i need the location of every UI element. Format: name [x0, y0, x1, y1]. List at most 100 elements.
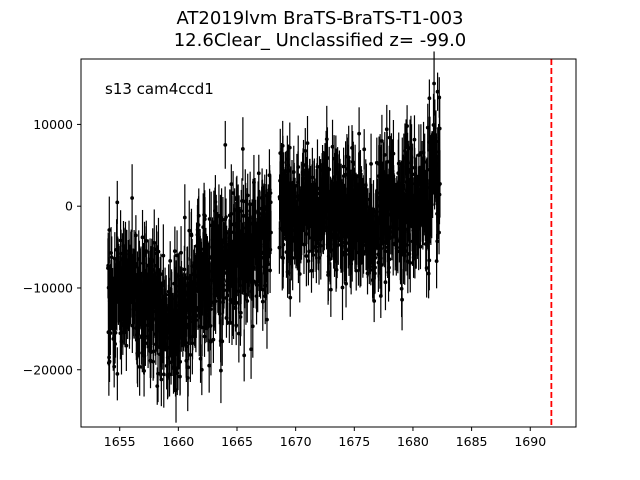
data-point	[380, 139, 384, 143]
x-tick-label: 1685	[456, 434, 488, 449]
data-point	[382, 153, 387, 157]
data-point	[108, 331, 113, 335]
data-point	[437, 230, 441, 235]
data-point	[385, 159, 390, 164]
data-point	[281, 236, 286, 241]
data-point	[236, 331, 241, 336]
data-point	[324, 137, 329, 142]
data-point	[418, 244, 423, 249]
data-point	[159, 272, 163, 277]
data-point	[250, 324, 255, 329]
data-point	[115, 200, 120, 205]
data-point	[435, 239, 440, 244]
data-point	[189, 233, 194, 238]
data-point	[130, 196, 135, 200]
data-point	[372, 299, 377, 303]
data-point	[124, 343, 129, 348]
data-point	[229, 182, 234, 187]
data-point	[400, 297, 404, 302]
data-point	[249, 347, 253, 352]
data-point	[107, 228, 112, 232]
data-point	[384, 127, 389, 132]
data-point	[224, 215, 228, 220]
data-point	[167, 372, 172, 377]
data-point	[266, 262, 270, 267]
data-point	[231, 191, 235, 195]
data-point	[202, 334, 207, 339]
data-point	[179, 250, 183, 255]
data-point	[200, 325, 204, 330]
data-point	[307, 249, 311, 254]
data-point	[304, 254, 309, 258]
data-point	[256, 171, 261, 176]
data-point	[379, 246, 383, 251]
data-point	[265, 317, 269, 322]
data-point	[362, 147, 367, 152]
data-point	[405, 124, 409, 128]
data-point	[437, 126, 442, 131]
data-point	[290, 255, 295, 260]
data-point	[242, 353, 247, 358]
data-point	[410, 172, 415, 177]
x-tick-label: 1660	[162, 434, 194, 449]
data-point	[405, 243, 410, 247]
x-tick-label: 1680	[397, 434, 429, 449]
x-tick-label: 1675	[338, 434, 370, 449]
y-tick-label: −20000	[23, 362, 73, 377]
data-point	[194, 313, 199, 318]
data-point	[327, 167, 332, 172]
data-point	[259, 255, 264, 260]
data-point	[135, 351, 140, 356]
data-point	[151, 349, 156, 354]
data-point	[391, 151, 396, 156]
data-point	[219, 368, 223, 373]
data-point	[161, 372, 166, 377]
data-point	[155, 384, 160, 389]
data-point	[211, 337, 216, 342]
data-point	[144, 238, 149, 243]
data-point	[234, 300, 239, 305]
data-point	[140, 235, 145, 240]
data-point	[240, 147, 245, 151]
data-point	[268, 247, 273, 252]
data-point	[426, 271, 431, 276]
data-point	[387, 135, 392, 140]
data-point	[109, 255, 114, 260]
x-tick-label: 1665	[221, 434, 253, 449]
data-point	[328, 287, 333, 292]
data-point	[297, 272, 302, 276]
data-point	[240, 199, 244, 203]
data-point	[143, 341, 148, 346]
data-point	[174, 388, 178, 393]
data-point	[346, 155, 351, 160]
data-point	[387, 257, 392, 262]
data-point	[427, 96, 432, 101]
chart-title-line1: AT2019lvm BraTS-BraTS-T1-003	[176, 8, 464, 29]
x-tick-label: 1670	[280, 434, 312, 449]
data-point	[159, 377, 164, 382]
data-point	[113, 330, 118, 335]
data-point	[435, 89, 440, 94]
data-point	[185, 376, 190, 380]
data-point	[340, 240, 345, 245]
plot-marks	[106, 51, 442, 423]
data-point	[340, 243, 344, 248]
data-point	[182, 215, 187, 220]
data-point	[112, 364, 117, 369]
data-point	[438, 181, 442, 186]
data-point	[207, 217, 212, 221]
data-point	[403, 219, 408, 224]
data-point	[412, 137, 417, 142]
data-point	[238, 310, 243, 315]
data-point	[424, 266, 429, 270]
axes-frame	[80, 58, 577, 428]
data-point	[223, 142, 228, 147]
data-point	[109, 250, 113, 255]
data-point	[182, 267, 187, 272]
data-point	[334, 267, 339, 272]
data-point	[296, 165, 301, 169]
data-point	[306, 259, 311, 263]
data-point	[268, 200, 273, 205]
data-point	[305, 141, 310, 146]
